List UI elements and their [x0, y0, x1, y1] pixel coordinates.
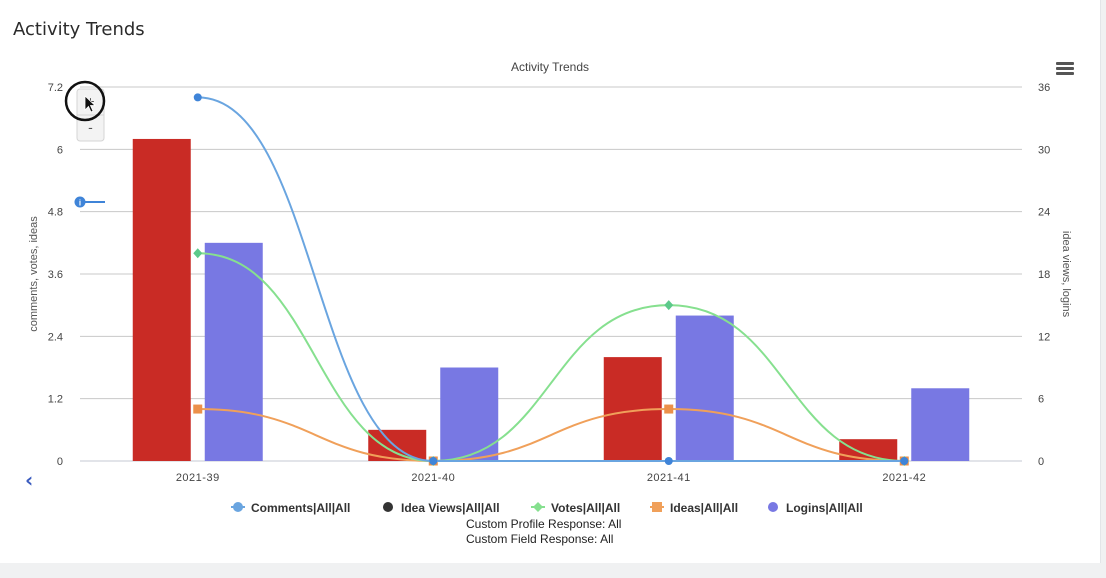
y-left-tick-label: 7.2 [48, 82, 63, 94]
zoom-out-button[interactable]: - [88, 119, 93, 135]
y-left-tick-label: 2.4 [48, 331, 63, 343]
legend-note: Custom Profile Response: All [466, 517, 621, 531]
y-right-tick-label: 36 [1038, 82, 1050, 94]
legend-symbol [533, 502, 543, 512]
previous-period-button[interactable]: ‹ [25, 468, 34, 492]
cursor-highlight-ring [64, 80, 106, 122]
y-left-tick-label: 6 [57, 144, 63, 156]
y-left-axis-title: comments, votes, ideas [28, 216, 40, 332]
y-right-tick-label: 18 [1038, 269, 1050, 281]
data-point[interactable] [193, 248, 203, 259]
bar[interactable] [440, 367, 499, 462]
info-icon[interactable] [74, 196, 86, 208]
legend-note: Custom Field Response: All [466, 532, 613, 546]
bar[interactable] [132, 138, 191, 461]
page-title: Activity Trends [13, 19, 145, 40]
y-left-tick-label: 1.2 [48, 394, 63, 406]
legend-item-label[interactable]: Idea Views|All|All [401, 501, 500, 515]
activity-trends-chart: Activity Trends 0 0 1.2 6 2.4 12 3.6 18 4.8 24 6 30 7… [28, 60, 1072, 546]
bar[interactable] [911, 388, 970, 461]
mouse-pointer-icon [84, 95, 97, 113]
legend-item-label[interactable]: Votes|All|All [551, 501, 620, 515]
y-right-tick-label: 24 [1038, 207, 1050, 219]
y-right-tick-label: 12 [1038, 331, 1050, 343]
y-right-tick-label: 0 [1038, 456, 1044, 468]
data-point[interactable] [193, 404, 203, 414]
series-line [197, 252, 905, 463]
legend-symbol [233, 502, 243, 512]
x-tick-label: 2021-42 [882, 472, 926, 484]
data-point[interactable] [429, 457, 438, 465]
data-point[interactable] [193, 93, 202, 102]
legend-symbol [652, 502, 662, 512]
data-point[interactable] [664, 404, 674, 414]
chart-title: Activity Trends [511, 60, 589, 74]
x-tick-label: 2021-41 [647, 472, 691, 484]
chart-menu-button[interactable] [1056, 62, 1074, 76]
series-line [197, 408, 905, 463]
y-right-tick-label: 30 [1038, 144, 1050, 156]
bar[interactable] [204, 242, 263, 461]
y-left-tick-label: 3.6 [48, 269, 63, 281]
legend-symbol [383, 502, 393, 512]
bar[interactable] [675, 315, 734, 461]
y-right-axis-title: idea views, logins [1060, 231, 1072, 318]
series-line [197, 96, 905, 462]
hamburger-icon [1056, 62, 1074, 65]
legend-symbol [768, 502, 778, 512]
x-tick-label: 2021-39 [176, 472, 220, 484]
legend-item-label[interactable]: Ideas|All|All [670, 501, 738, 515]
y-left-tick-label: 4.8 [48, 207, 63, 219]
bar[interactable] [839, 439, 898, 461]
info-icon-glyph: i [79, 199, 81, 208]
y-right-tick-label: 6 [1038, 394, 1044, 406]
legend-item-label[interactable]: Logins|All|All [786, 501, 863, 515]
x-tick-label: 2021-40 [411, 472, 455, 484]
data-point[interactable] [664, 457, 673, 465]
data-point[interactable] [664, 300, 674, 311]
activity-trends-card: Activity Trends Activity Trends 0 0 1.2 6 2.4… [0, 0, 1101, 563]
y-left-tick-label: 0 [57, 456, 63, 468]
data-point[interactable] [900, 457, 909, 465]
legend-item-label[interactable]: Comments|All|All [251, 501, 350, 515]
